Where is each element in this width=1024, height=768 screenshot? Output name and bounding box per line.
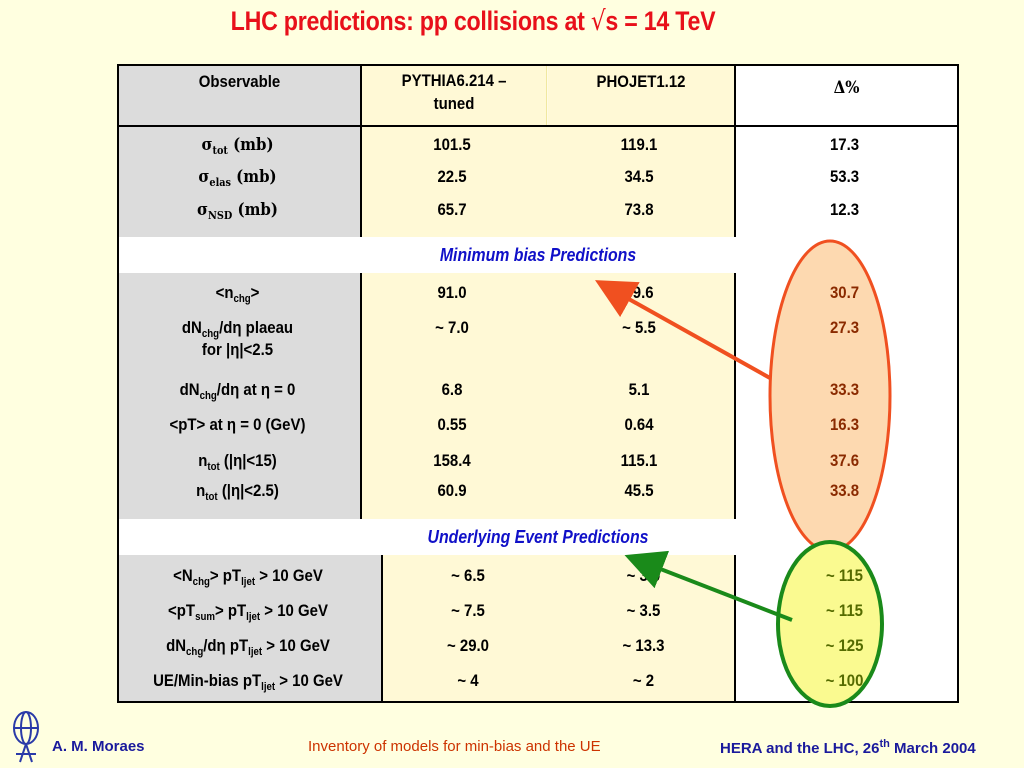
sigma-delta-value: 53.3 — [829, 167, 860, 186]
slide-title: LHC predictions: pp collisions at √s = 1… — [230, 6, 716, 37]
col-divider-1a — [360, 66, 362, 237]
sigma-observable: σelas (mb) — [198, 167, 277, 189]
min-bias-delta-value: 33.8 — [829, 481, 860, 500]
ue-phojet-value: ~ 3.5 — [626, 601, 661, 620]
min-bias-delta-value: 37.6 — [829, 451, 860, 470]
ue-delta-value: ~ 100 — [825, 671, 864, 690]
min-bias-phojet-value: ~ 5.5 — [622, 318, 656, 337]
min-bias-phojet-value: 5.1 — [628, 380, 650, 399]
ue-phojet-value: ~ 3.0 — [626, 566, 661, 585]
min-bias-observable: dNchg/dη at η = 0 — [179, 380, 296, 402]
col-divider-3c — [734, 555, 736, 701]
sigma-pythia-value: 101.5 — [433, 135, 471, 154]
sigma-values-cell — [362, 127, 734, 237]
min-bias-phojet-value: 45.5 — [624, 481, 654, 500]
sigma-phojet-value: 119.1 — [620, 135, 658, 154]
min-bias-delta-value: 27.3 — [829, 318, 860, 337]
sigma-pythia-value: 65.7 — [437, 200, 467, 219]
ue-observable: <pTsum> pTljet > 10 GeV — [168, 601, 328, 623]
ue-section-title: Underlying Event Predictions — [427, 527, 649, 547]
min-bias-phojet-value: 69.6 — [624, 283, 654, 302]
ue-observable: <Nchg> pTljet > 10 GeV — [173, 566, 323, 588]
sigma-observable: σNSD (mb) — [197, 200, 278, 222]
ue-pythia-value: ~ 6.5 — [451, 566, 485, 585]
ue-pythia-value: ~ 7.5 — [451, 601, 485, 620]
sigma-delta-value: 12.3 — [829, 200, 860, 219]
min-bias-observable: <nchg> — [215, 283, 260, 305]
footer-event: HERA and the LHC, 26th March 2004 — [720, 738, 976, 757]
header-observable-cell: Observable — [119, 66, 360, 125]
min-bias-delta-value: 30.7 — [829, 283, 860, 302]
ue-section-row: Underlying Event Predictions — [119, 519, 957, 555]
min-bias-pythia-value: ~ 7.0 — [435, 318, 469, 337]
header-delta-cell: Δ% — [736, 66, 957, 125]
min-bias-observable: dNchg/dη plaeau for |η|<2.5 — [181, 318, 294, 359]
col-divider-3a — [734, 66, 736, 237]
min-bias-observable: ntot (|η|<15) — [198, 451, 277, 473]
min-bias-delta-value: 16.3 — [829, 415, 860, 434]
min-bias-section-row: Minimum bias Predictions — [119, 237, 957, 273]
col-divider-3b — [734, 273, 736, 519]
ue-observable: dNchg/dη pTljet > 10 GeV — [166, 636, 330, 658]
sigma-phojet-value: 34.5 — [624, 167, 654, 186]
ue-delta-value: ~ 115 — [825, 566, 864, 585]
col-divider-1b — [360, 273, 362, 519]
sigma-delta-cell — [736, 127, 957, 237]
header-pythia-cell: PYTHIA6.214 – tuned — [362, 66, 546, 125]
sigma-phojet-value: 73.8 — [624, 200, 654, 219]
min-bias-section-title: Minimum bias Predictions — [439, 245, 637, 265]
min-bias-pythia-value: 0.55 — [437, 415, 467, 434]
sigma-observable: σtot (mb) — [201, 135, 274, 157]
footer-author: A. M. Moraes — [52, 738, 145, 755]
min-bias-observable: <pT> at η = 0 (GeV) — [169, 415, 306, 434]
header-divider — [119, 125, 957, 127]
sigma-delta-value: 17.3 — [829, 135, 860, 154]
ue-phojet-value: ~ 13.3 — [622, 636, 665, 655]
ue-pythia-value: ~ 4 — [457, 671, 479, 690]
min-bias-pythia-value: 6.8 — [441, 380, 463, 399]
sigma-pythia-value: 22.5 — [437, 167, 467, 186]
ue-delta-value: ~ 125 — [825, 636, 864, 655]
min-bias-observable-cell — [119, 273, 360, 519]
min-bias-delta-value: 33.3 — [829, 380, 860, 399]
col-divider-1c — [381, 555, 383, 701]
ue-observable: UE/Min-bias pTljet > 10 GeV — [153, 671, 343, 693]
footer-talk-title: Inventory of models for min-bias and the… — [308, 738, 601, 755]
ue-phojet-value: ~ 2 — [632, 671, 655, 690]
min-bias-pythia-value: 91.0 — [437, 283, 467, 302]
min-bias-phojet-value: 0.64 — [624, 415, 654, 434]
min-bias-pythia-value: 158.4 — [433, 451, 471, 470]
atlas-logo-icon — [13, 711, 39, 763]
ue-observable-cell — [119, 555, 381, 701]
ue-delta-value: ~ 115 — [825, 601, 864, 620]
col-divider-2 — [546, 66, 547, 125]
min-bias-observable: ntot (|η|<2.5) — [196, 481, 279, 503]
ue-pythia-value: ~ 29.0 — [446, 636, 490, 655]
min-bias-pythia-value: 60.9 — [437, 481, 467, 500]
min-bias-phojet-value: 115.1 — [620, 451, 658, 470]
header-phojet-cell: PHOJET1.12 — [548, 66, 734, 125]
sigma-observable-cell — [119, 127, 360, 237]
